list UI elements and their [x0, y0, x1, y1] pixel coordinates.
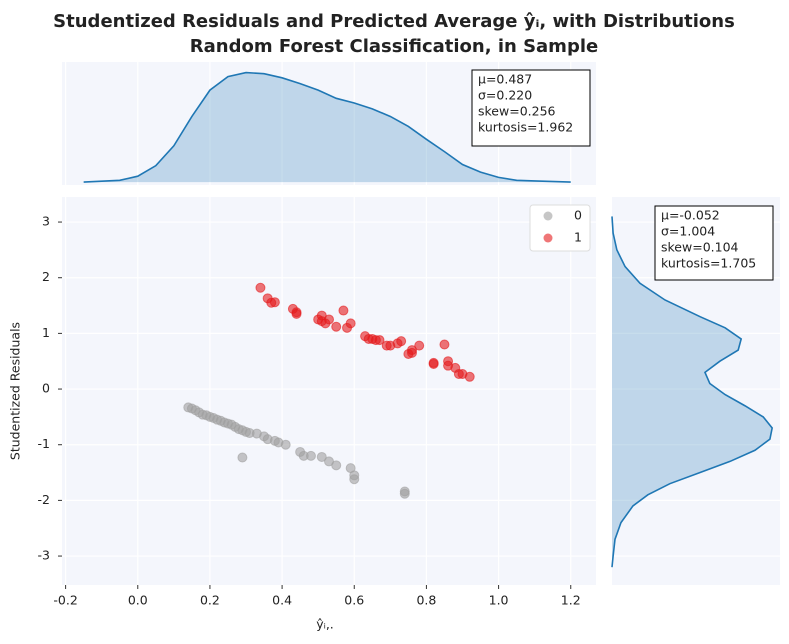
stats-text: kurtosis=1.705 — [661, 256, 756, 271]
scatter-point — [374, 335, 385, 346]
x-tick-label: -0.2 — [53, 593, 77, 608]
scatter-point — [305, 450, 316, 461]
legend-label: 0 — [574, 208, 582, 223]
scatter-point — [439, 339, 450, 350]
stats-box — [654, 205, 774, 281]
x-tick-label: 0.2 — [200, 593, 220, 608]
x-tick-label: 0.0 — [128, 593, 148, 608]
scatter-point — [331, 460, 342, 471]
scatter-point — [464, 371, 475, 382]
stats-text: kurtosis=1.962 — [478, 120, 573, 135]
chart-subtitle: Random Forest Classification, in Sample — [190, 36, 598, 57]
stats-text: μ=-0.052 — [661, 208, 720, 223]
density-area — [612, 216, 773, 568]
scatter-point — [269, 297, 280, 308]
stats-text: μ=0.487 — [478, 72, 532, 87]
scatter-point — [396, 336, 407, 347]
scatter-point — [316, 451, 327, 462]
scatter-point — [345, 318, 356, 329]
scatter-point — [331, 321, 342, 332]
y-tick-label: -2 — [38, 492, 50, 507]
density-line — [611, 216, 774, 568]
x-tick-label: 1.2 — [561, 593, 581, 608]
stats-text: σ=0.220 — [478, 88, 532, 103]
chart-title: Studentized Residuals and Predicted Aver… — [53, 11, 735, 32]
y-tick-label: -3 — [38, 548, 50, 563]
scatter-point — [406, 347, 417, 358]
scatter-point — [291, 308, 302, 319]
y-tick-label: -1 — [38, 436, 50, 451]
x-tick-label: 1.0 — [489, 593, 509, 608]
stats-box — [471, 69, 591, 147]
scatter-point — [324, 314, 334, 325]
stats-text: skew=0.256 — [478, 104, 556, 119]
x-tick-label: 0.4 — [272, 593, 292, 608]
x-tick-label: 0.6 — [344, 593, 364, 608]
scatter-point — [399, 488, 410, 499]
x-tick-label: 0.8 — [416, 593, 436, 608]
scatter-point — [349, 474, 360, 485]
scatter-point — [428, 359, 439, 370]
x-axis-label: ŷᵢ,. — [316, 617, 334, 632]
main-panel — [62, 197, 596, 585]
legend-marker — [543, 211, 553, 221]
y-tick-label: 0 — [42, 381, 50, 396]
density-area — [83, 72, 571, 183]
legend-label: 1 — [574, 230, 582, 245]
scatter-point — [237, 452, 248, 463]
scatter-point — [414, 340, 425, 351]
stats-text: σ=1.004 — [661, 224, 715, 239]
scatter-point — [280, 439, 291, 450]
y-tick-label: 2 — [42, 269, 50, 284]
y-axis-label: Studentized Residuals — [8, 322, 23, 460]
y-tick-label: 3 — [42, 214, 50, 229]
legend-marker — [543, 233, 553, 243]
density-line — [83, 71, 571, 183]
scatter-point — [255, 282, 266, 293]
scatter-point — [338, 305, 349, 316]
y-tick-label: 1 — [42, 325, 50, 340]
stats-text: skew=0.104 — [661, 240, 739, 255]
